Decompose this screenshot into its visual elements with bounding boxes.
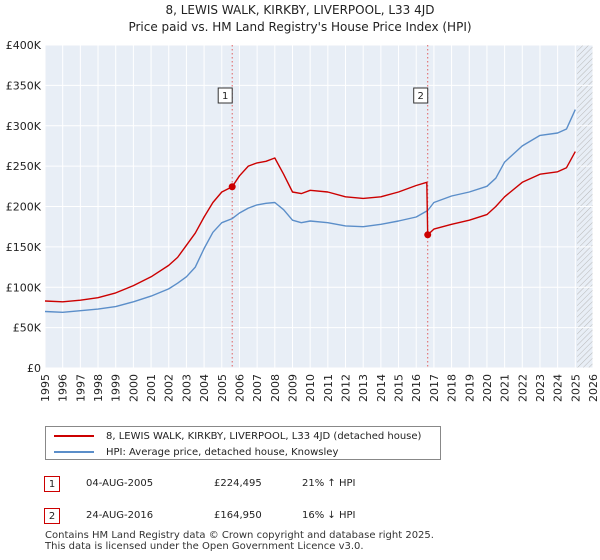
x-tick-label: 2020 [481,374,494,402]
y-tick-label: £400K [6,39,42,52]
transaction-price: £164,950 [214,510,262,521]
legend-item-hpi: HPI: Average price, detached house, Know… [54,444,338,460]
hpi-line [44,109,576,313]
transaction-hpi-change: 16% ↓ HPI [302,510,356,521]
x-tick-label: 2013 [357,374,370,402]
y-tick-label: £0 [27,362,41,375]
x-tick-label: 1999 [110,374,123,402]
sale-marker-number: 1 [222,91,228,102]
x-tick-label: 2000 [127,374,140,402]
x-tick-label: 2023 [534,374,547,402]
x-tick-label: 2008 [269,374,282,402]
x-tick-label: 2021 [499,374,512,402]
x-tick-label: 2014 [375,374,388,402]
x-tick-label: 2017 [428,374,441,402]
x-tick-label: 2022 [516,374,529,402]
legend-label-property: 8, LEWIS WALK, KIRKBY, LIVERPOOL, L33 4J… [106,430,422,442]
x-tick-label: 2012 [340,374,353,402]
x-tick-label: 2011 [322,374,335,402]
x-tick-label: 2016 [410,374,423,402]
y-tick-label: £250K [6,160,42,173]
transaction-row: 1 04-AUG-2005 £224,495 21% ↑ HPI [44,476,464,496]
x-tick-label: 2018 [446,374,459,402]
x-tick-label: 2024 [552,374,565,402]
x-tick-label: 2004 [198,374,211,402]
x-tick-label: 2015 [393,374,406,402]
footer-copyright: Contains HM Land Registry data © Crown c… [45,530,434,541]
footer-license: This data is licensed under the Open Gov… [45,541,364,552]
sale-marker-badge [217,87,233,104]
transaction-date: 04-AUG-2005 [86,478,154,489]
x-tick-label: 2001 [145,374,158,402]
license-footer: Contains HM Land Registry data © Crown c… [45,530,595,552]
sale-point [424,231,432,239]
y-tick-label: £100K [6,281,42,294]
y-tick-label: £50K [13,322,42,335]
x-tick-label: 2003 [180,374,193,402]
property-price-line [44,151,576,303]
chart-legend: 8, LEWIS WALK, KIRKBY, LIVERPOOL, L33 4J… [45,426,441,460]
x-tick-label: 2026 [587,374,600,402]
transaction-marker-badge: 2 [44,508,60,524]
x-tick-label: 1997 [74,374,87,402]
x-tick-label: 2025 [569,374,582,402]
chart-title: 8, LEWIS WALK, KIRKBY, LIVERPOOL, L33 4J… [165,3,435,17]
transaction-date: 24-AUG-2016 [86,510,154,521]
y-tick-label: £150K [6,241,42,254]
x-tick-label: 2007 [251,374,264,402]
sale-point [228,183,236,191]
x-tick-label: 2002 [163,374,176,402]
y-tick-label: £300K [6,120,42,133]
legend-swatch-hpi [54,451,94,453]
legend-label-hpi: HPI: Average price, detached house, Know… [106,446,339,458]
y-tick-label: £200K [6,201,42,214]
x-tick-label: 1996 [57,374,70,402]
legend-item-property: 8, LEWIS WALK, KIRKBY, LIVERPOOL, L33 4J… [54,428,421,444]
x-tick-label: 2005 [216,374,229,402]
x-tick-label: 1998 [92,374,105,402]
x-tick-label: 2010 [304,374,317,402]
transaction-row: 2 24-AUG-2016 £164,950 16% ↓ HPI [44,508,464,528]
x-tick-label: 2019 [463,374,476,402]
sale-marker-number: 2 [418,91,424,102]
legend-swatch-property [54,435,94,437]
transaction-hpi-change: 21% ↑ HPI [302,478,356,489]
sale-marker-badge [413,87,429,104]
x-tick-label: 2009 [286,374,299,402]
x-tick-label: 2006 [233,374,246,402]
transaction-marker-badge: 1 [44,476,60,492]
price-chart: 1 2 £0 £50K £100K £150K £200K £250K £300K £350K £4… [6,39,600,402]
y-tick-label: £350K [6,79,42,92]
chart-subtitle: Price paid vs. HM Land Registry's House … [128,20,472,34]
transaction-price: £224,495 [214,478,262,489]
x-tick-label: 1995 [39,374,52,402]
